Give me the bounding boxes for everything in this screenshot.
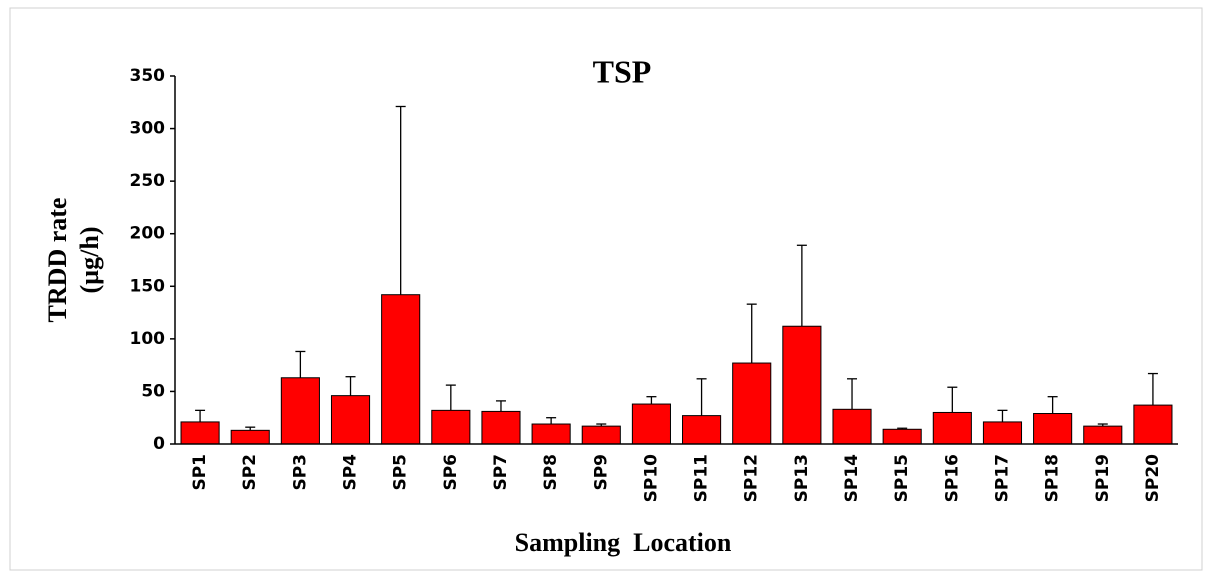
x-tick-group: SP6 [441, 454, 461, 491]
x-tick-label: SP13 [792, 454, 812, 502]
chart-border [9, 7, 1203, 571]
x-tick-label: SP6 [441, 454, 461, 491]
x-tick-label: SP10 [641, 454, 661, 503]
x-tick-group: SP1 [190, 454, 210, 491]
x-tick-group: SP20 [1143, 454, 1163, 503]
x-tick-label: SP16 [942, 454, 962, 502]
y-tick-label: 350 [130, 66, 166, 86]
x-tick-label: SP19 [1093, 454, 1113, 502]
bar [982, 421, 1023, 445]
x-tick-group: SP13 [792, 454, 812, 502]
x-tick-group: SP9 [591, 454, 611, 491]
x-tick-label: SP5 [391, 454, 411, 491]
bar [882, 428, 922, 445]
y-axis-title: (µg/h) [75, 227, 104, 294]
x-tick-label: SP8 [541, 454, 561, 491]
x-tick-group: SP7 [491, 454, 511, 491]
bar [1083, 425, 1123, 445]
x-tick-group: SP15 [892, 454, 912, 502]
x-tick-group: SP11 [692, 454, 712, 502]
bar [682, 415, 722, 445]
x-tick-label: SP2 [240, 454, 260, 491]
bar [631, 403, 671, 445]
x-tick-group: SP12 [742, 454, 762, 502]
x-axis-title: Sampling Location [515, 528, 732, 557]
bar [832, 408, 872, 445]
bar [932, 411, 972, 445]
bar [531, 423, 571, 445]
bar [1133, 404, 1173, 445]
x-tick-label: SP20 [1143, 454, 1163, 503]
x-tick-label: SP18 [1043, 454, 1063, 502]
x-tick-label: SP9 [591, 454, 611, 491]
y-tick-label: 0 [153, 434, 165, 454]
bar [280, 377, 320, 445]
x-tick-group: SP14 [842, 454, 862, 503]
x-tick-group: SP8 [541, 454, 561, 491]
x-tick-group: SP19 [1093, 454, 1113, 502]
x-tick-label: SP4 [341, 454, 361, 491]
y-tick-label: 100 [130, 329, 166, 349]
bar [180, 421, 220, 445]
x-tick-label: SP7 [491, 454, 511, 491]
bar [431, 409, 471, 445]
bar [230, 429, 270, 445]
x-tick-label: SP17 [992, 454, 1012, 502]
x-tick-label: SP1 [190, 454, 210, 491]
x-tick-group: SP10 [641, 454, 661, 503]
y-tick-label: 250 [130, 171, 166, 191]
y-tick-label: 200 [130, 224, 166, 244]
x-tick-label: SP14 [842, 454, 862, 503]
y-tick-label: 150 [130, 276, 166, 296]
bar [732, 362, 772, 445]
x-tick-group: SP17 [992, 454, 1012, 502]
bar [1033, 413, 1073, 445]
bar [330, 395, 371, 445]
x-tick-group: SP16 [942, 454, 962, 502]
bar [381, 294, 421, 445]
y-axis-title: TRDD rate [43, 198, 72, 323]
x-tick-group: SP3 [290, 454, 310, 491]
x-tick-group: SP18 [1043, 454, 1063, 502]
x-tick-label: SP3 [290, 454, 310, 491]
x-tick-label: SP11 [692, 454, 712, 502]
y-tick-label: 300 [130, 119, 166, 139]
x-tick-label: SP12 [742, 454, 762, 502]
y-tick-label: 50 [141, 381, 165, 401]
x-tick-group: SP2 [240, 454, 260, 491]
bar [481, 410, 521, 445]
x-tick-group: SP5 [391, 454, 411, 491]
bar [782, 325, 822, 445]
bar [581, 425, 621, 445]
x-tick-label: SP15 [892, 454, 912, 502]
x-tick-group: SP4 [341, 454, 361, 491]
chart-title: TSP [593, 53, 652, 89]
